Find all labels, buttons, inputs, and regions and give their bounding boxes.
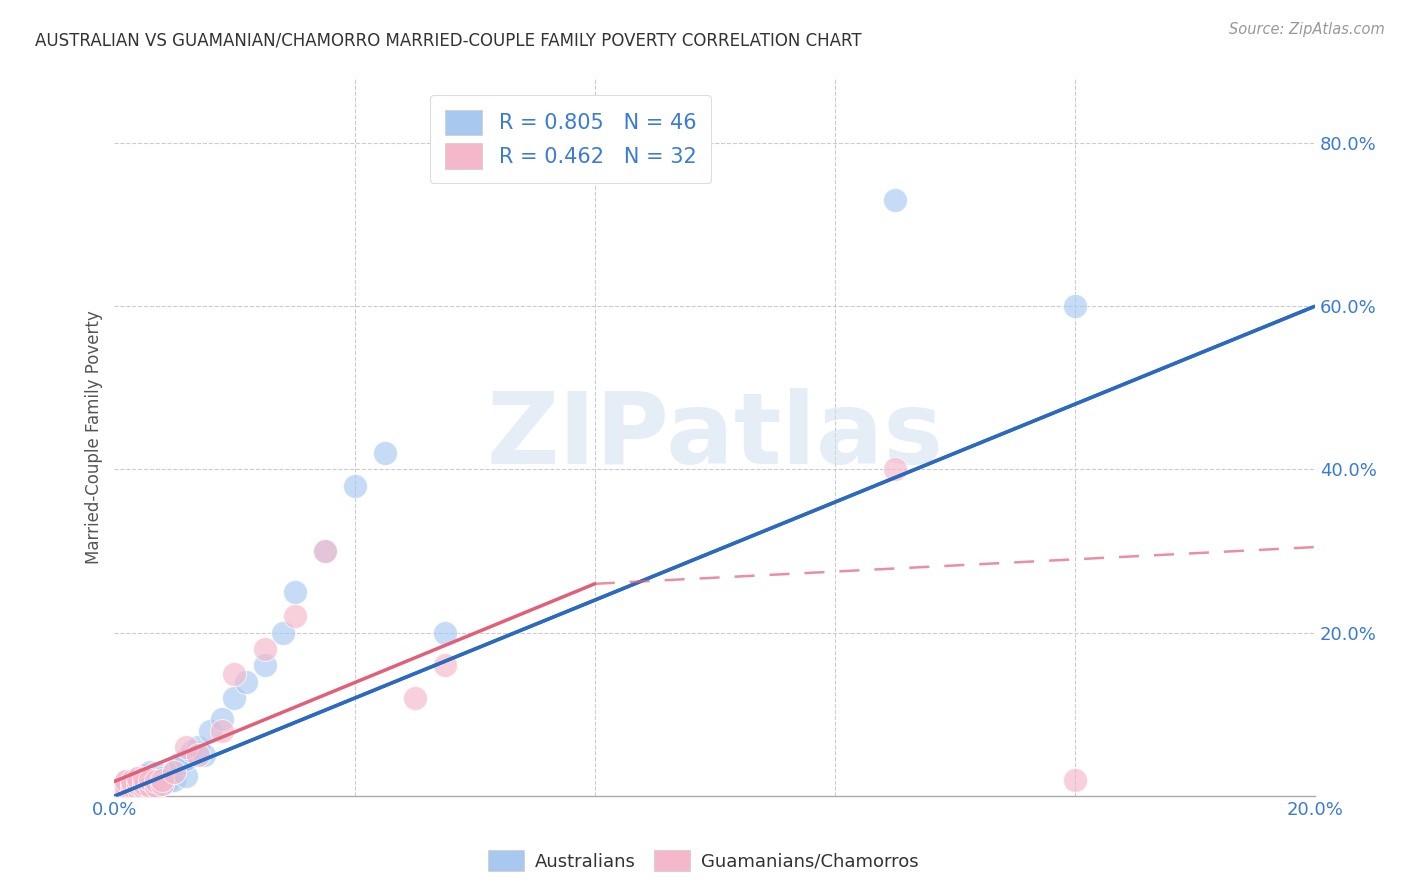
Point — [374, 446, 396, 460]
Point — [253, 658, 276, 673]
Point — [121, 780, 143, 794]
Point — [134, 780, 156, 795]
Point — [271, 625, 294, 640]
Text: Source: ZipAtlas.com: Source: ZipAtlas.com — [1229, 22, 1385, 37]
Point — [110, 785, 132, 799]
Point — [433, 625, 456, 640]
Point — [110, 780, 132, 795]
Point — [152, 771, 174, 785]
Point — [115, 782, 138, 797]
Point — [314, 544, 336, 558]
Point — [235, 674, 257, 689]
Point — [193, 748, 215, 763]
Point — [134, 777, 156, 791]
Point — [134, 780, 156, 794]
Point — [200, 723, 222, 738]
Point — [121, 782, 143, 797]
Point — [211, 723, 233, 738]
Point — [145, 766, 167, 780]
Text: AUSTRALIAN VS GUAMANIAN/CHAMORRO MARRIED-COUPLE FAMILY POVERTY CORRELATION CHART: AUSTRALIAN VS GUAMANIAN/CHAMORRO MARRIED… — [35, 31, 862, 49]
Point — [176, 740, 198, 755]
Point — [115, 782, 138, 797]
Point — [134, 769, 156, 783]
Point — [115, 780, 138, 794]
Point — [224, 666, 246, 681]
Point — [139, 772, 162, 787]
Point — [404, 691, 426, 706]
Point — [139, 764, 162, 779]
Point — [152, 777, 174, 791]
Point — [139, 780, 162, 795]
Point — [187, 740, 209, 755]
Point — [115, 780, 138, 794]
Point — [139, 780, 162, 794]
Point — [283, 609, 305, 624]
Point — [1064, 772, 1087, 787]
Point — [187, 748, 209, 763]
Point — [121, 777, 143, 791]
Point — [127, 777, 149, 791]
Point — [314, 544, 336, 558]
Point — [145, 780, 167, 794]
Point — [145, 774, 167, 789]
Point — [884, 462, 907, 476]
Point — [1064, 299, 1087, 313]
Point — [283, 585, 305, 599]
Point — [121, 774, 143, 789]
Point — [145, 774, 167, 789]
Point — [127, 771, 149, 785]
Point — [343, 479, 366, 493]
Text: ZIPatlas: ZIPatlas — [486, 388, 943, 485]
Point — [181, 744, 204, 758]
Legend: R = 0.805   N = 46, R = 0.462   N = 32: R = 0.805 N = 46, R = 0.462 N = 32 — [430, 95, 711, 184]
Point — [152, 777, 174, 791]
Point — [163, 772, 186, 787]
Point — [176, 752, 198, 766]
Point — [115, 774, 138, 789]
Point — [121, 782, 143, 797]
Point — [134, 771, 156, 785]
Point — [211, 712, 233, 726]
Point — [145, 780, 167, 794]
Point — [169, 756, 191, 771]
Point — [127, 771, 149, 785]
Point — [163, 764, 186, 779]
Point — [134, 774, 156, 789]
Point — [127, 780, 149, 795]
Point — [884, 193, 907, 207]
Point — [253, 642, 276, 657]
Point — [121, 772, 143, 787]
Point — [121, 780, 143, 795]
Point — [139, 777, 162, 791]
Point — [139, 772, 162, 787]
Point — [152, 772, 174, 787]
Point — [224, 691, 246, 706]
Point — [110, 780, 132, 795]
Point — [433, 658, 456, 673]
Legend: Australians, Guamanians/Chamorros: Australians, Guamanians/Chamorros — [481, 843, 925, 879]
Point — [176, 769, 198, 783]
Y-axis label: Married-Couple Family Poverty: Married-Couple Family Poverty — [86, 310, 103, 564]
Point — [110, 785, 132, 799]
Point — [115, 774, 138, 789]
Point — [127, 780, 149, 795]
Point — [127, 777, 149, 791]
Point — [163, 764, 186, 779]
Point — [157, 774, 180, 789]
